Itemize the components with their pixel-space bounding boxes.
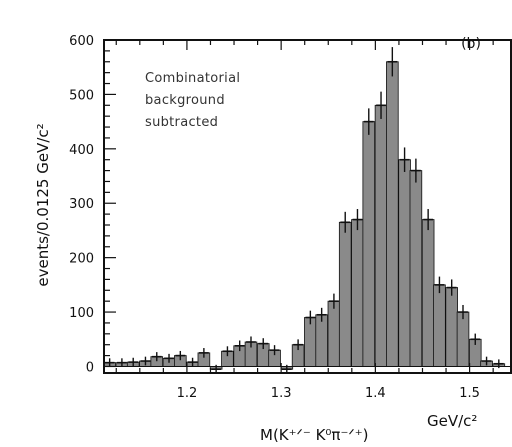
histogram-bar bbox=[315, 314, 328, 367]
y-tick-label: 300 bbox=[69, 197, 94, 212]
histogram-bar bbox=[362, 121, 376, 367]
x-tick-label: 1.5 bbox=[459, 386, 480, 401]
y-axis-ticks: 0 100 200 300 400 500 600 bbox=[69, 34, 116, 375]
histogram-bar bbox=[445, 287, 458, 367]
y-tick-label: 100 bbox=[69, 306, 94, 321]
histogram-bar bbox=[421, 219, 435, 367]
y-tick-label: 200 bbox=[69, 252, 94, 267]
x-axis-label: M(K⁺ᐟ⁻ K⁰π⁻ᐟ⁺) bbox=[260, 426, 369, 444]
x-axis-ticks: 1.2 1.3 1.4 1.5 bbox=[115, 40, 494, 401]
histogram-bar bbox=[433, 284, 446, 367]
annotation-line-3: subtracted bbox=[145, 115, 218, 130]
histogram-bar bbox=[338, 221, 352, 367]
annotation-line-1: Combinatorial bbox=[145, 71, 240, 86]
histogram-bar bbox=[327, 300, 341, 367]
histogram-bar bbox=[374, 104, 388, 367]
x-tick-label: 1.2 bbox=[177, 386, 198, 401]
error-bars bbox=[104, 47, 504, 374]
panel-label: (b) bbox=[461, 36, 481, 52]
y-axis-label: events/0.0125 GeV/c² bbox=[34, 123, 52, 286]
histogram-bar bbox=[398, 159, 411, 367]
plot-border bbox=[103, 39, 512, 374]
plot-frame bbox=[103, 39, 512, 374]
histogram-bar bbox=[351, 219, 364, 367]
y-tick-label: 500 bbox=[69, 88, 94, 103]
histogram-bar bbox=[304, 317, 317, 367]
x-tick-label: 1.3 bbox=[271, 386, 292, 401]
histogram-bar bbox=[386, 61, 399, 367]
x-tick-label: 1.4 bbox=[365, 386, 386, 401]
x-axis-unit: GeV/c² bbox=[427, 412, 477, 430]
y-tick-label: 600 bbox=[69, 34, 94, 49]
histogram-bars bbox=[103, 61, 506, 370]
histogram-bar bbox=[456, 311, 470, 367]
histogram-bar bbox=[409, 170, 423, 367]
y-tick-label: 400 bbox=[69, 143, 94, 158]
annotation-line-2: background bbox=[145, 93, 225, 108]
y-tick-label: 0 bbox=[86, 360, 94, 375]
